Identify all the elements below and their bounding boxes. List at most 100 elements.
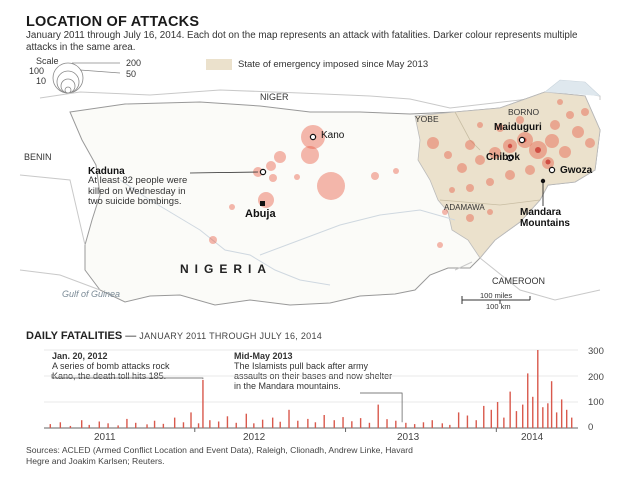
label-borno: BORNO: [508, 107, 540, 117]
fatality-bar: [422, 422, 425, 428]
fatality-bar: [503, 417, 505, 428]
x-tick-2011: 2011: [94, 432, 116, 443]
sources: Sources: ACLED (Armed Conflict Location …: [26, 445, 413, 466]
fatality-bar: [323, 415, 325, 428]
chart-title: DAILY FATALITIES — JANUARY 2011 THROUGH …: [26, 330, 323, 342]
y-tick-300: 300: [588, 346, 604, 357]
map-scale-bar: [461, 296, 531, 304]
fatality-bar: [80, 420, 83, 428]
state-of-emergency-swatch: [206, 59, 232, 70]
label-gulf-of-guinea: Gulf of Guinea: [62, 289, 121, 299]
fatality-bar: [565, 409, 568, 428]
fatality-bar: [245, 413, 247, 428]
fatality-bar: [359, 418, 362, 428]
fatality-bar: [49, 424, 51, 428]
fatality-bar: [386, 419, 388, 428]
fatality-bar: [522, 404, 524, 428]
fatality-bar: [532, 396, 534, 428]
fatality-bar: [146, 424, 148, 428]
fatality-bar: [527, 373, 529, 428]
fatality-bar: [457, 412, 460, 428]
label-nigeria: NIGERIA: [180, 262, 273, 276]
x-tick-2013: 2013: [397, 432, 420, 443]
label-benin: BENIN: [24, 152, 52, 162]
annotation-may-2013-date: Mid-May 2013: [234, 351, 293, 361]
fatality-bar: [261, 419, 264, 428]
kaduna-marker: [259, 168, 267, 176]
fatality-bar: [107, 423, 109, 428]
scale-label: Scale: [36, 56, 59, 66]
fatality-bar: [271, 417, 274, 428]
fatality-bar: [431, 420, 433, 428]
fatality-bar: [253, 423, 255, 428]
fatality-bar: [333, 420, 335, 428]
fatality-bar: [449, 424, 451, 428]
kaduna-note: At least 82 people were killed on Wednes…: [88, 175, 188, 207]
gwoza-marker: [548, 166, 556, 174]
scale-bar-miles: 100 miles: [480, 291, 513, 300]
fatality-bar: [515, 411, 518, 428]
fatality-bar: [560, 399, 563, 428]
page-subtitle: January 2011 through July 16, 2014. Each…: [26, 30, 578, 53]
fatality-bar: [509, 391, 511, 428]
fatality-bar: [117, 425, 119, 428]
chart-subtitle: JANUARY 2011 THROUGH JULY 16, 2014: [139, 331, 323, 341]
fatality-bar: [377, 404, 379, 428]
fatality-bar: [59, 422, 62, 428]
fatality-bar: [550, 381, 553, 428]
fatality-bar: [351, 421, 353, 428]
fatality-bar: [542, 407, 544, 428]
maiduguri-marker: [518, 136, 526, 144]
fatality-bar: [490, 409, 493, 428]
page-title: LOCATION OF ATTACKS: [26, 14, 200, 30]
fatality-bar: [126, 418, 128, 428]
scale-bar-km: 100 km: [486, 302, 511, 311]
fatality-bar: [405, 422, 407, 428]
label-gwoza: Gwoza: [560, 165, 593, 176]
fatality-bar: [307, 418, 309, 428]
annotation-jan-2012-leader: [51, 374, 204, 379]
label-kano: Kano: [321, 130, 345, 141]
fatality-bar: [466, 415, 469, 428]
fatality-bar: [69, 425, 72, 428]
fatality-bar: [202, 379, 204, 428]
fatality-bar: [162, 423, 165, 428]
label-abuja: Abuja: [245, 208, 276, 220]
label-yobe: YOBE: [415, 114, 439, 124]
label-chibok: Chibok: [486, 152, 520, 163]
label-niger: NIGER: [260, 92, 289, 102]
fatality-bar: [297, 420, 299, 428]
y-tick-0: 0: [588, 422, 594, 433]
kano-marker: [309, 133, 317, 141]
chart-title-main: DAILY FATALITIES: [26, 330, 123, 342]
x-tick-2012: 2012: [243, 432, 266, 443]
label-maiduguri: Maiduguri: [494, 122, 542, 133]
fatality-bar: [173, 417, 176, 428]
label-cameroon: CAMEROON: [492, 276, 546, 286]
fatality-bar: [555, 412, 558, 428]
fatality-bar: [190, 412, 192, 428]
fatality-bar: [288, 409, 290, 428]
fatality-bar: [547, 403, 549, 428]
fatality-bar: [217, 421, 220, 428]
state-of-emergency-area: [414, 91, 601, 259]
fatality-bar: [197, 423, 200, 428]
fatality-bar: [314, 422, 317, 428]
chibok-marker: [506, 154, 514, 162]
annotation-may-2013-leader: [360, 392, 403, 423]
fatality-bar: [153, 420, 156, 428]
scale-value-200: 200: [126, 58, 142, 68]
y-tick-200: 200: [588, 372, 604, 383]
fatality-bar: [88, 424, 90, 428]
fatality-bar: [496, 402, 499, 428]
fatality-bar: [483, 405, 485, 428]
label-kaduna: Kaduna: [88, 166, 125, 177]
annotation-jan-2012-date: Jan. 20, 2012: [52, 351, 108, 361]
fatality-bar: [235, 422, 237, 428]
fatality-bar: [413, 424, 416, 428]
scale-value-100: 100: [29, 66, 45, 76]
fatality-bar: [98, 421, 100, 428]
scale-value-50: 50: [126, 69, 137, 79]
